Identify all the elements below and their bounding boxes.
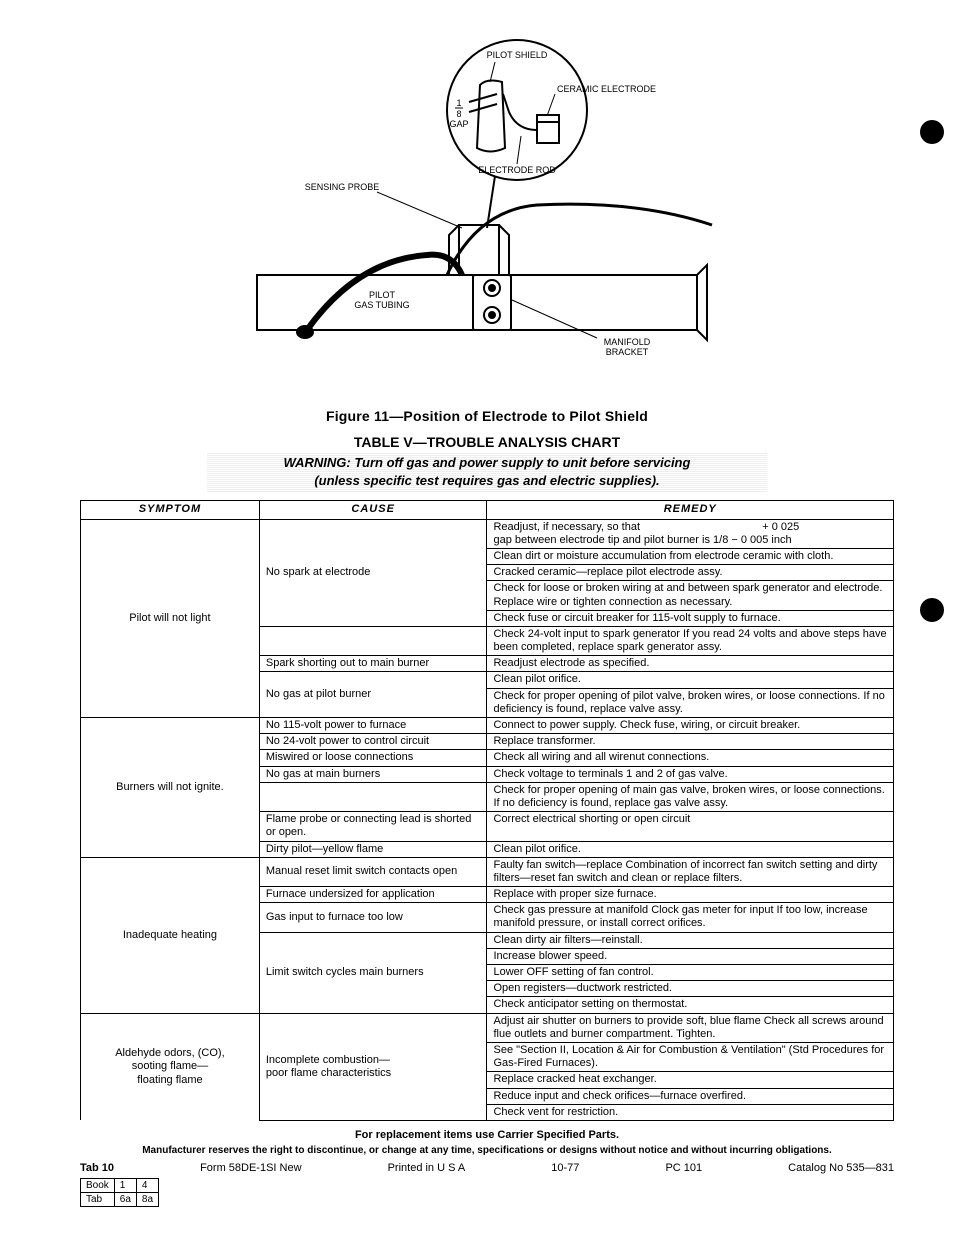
label-manifold-2: BRACKET xyxy=(606,347,649,357)
cause-cell: Miswired or loose connections xyxy=(259,750,487,766)
warning-line1: WARNING: Turn off gas and power supply t… xyxy=(284,455,691,470)
label-pilot-shield: PILOT SHIELD xyxy=(487,50,548,60)
book-table: Book 1 4 Tab 6a 8a xyxy=(80,1178,159,1207)
book-v2: 4 xyxy=(136,1178,158,1192)
disclaimer: Manufacturer reserves the right to disco… xyxy=(80,1145,894,1156)
remedy-cell: Readjust, if necessary, so that + 0 025 … xyxy=(487,519,894,548)
warning-box: WARNING: Turn off gas and power supply t… xyxy=(207,452,767,492)
remedy-cell: Correct electrical shorting or open circ… xyxy=(487,812,894,841)
figure-diagram: PILOT SHIELD CERAMIC ELECTRODE 1 8 GAP E… xyxy=(237,30,737,390)
label-pilot-gas-2: GAS TUBING xyxy=(354,300,409,310)
footer-catalog: Catalog No 535—831 xyxy=(788,1162,894,1174)
remedy-cell: Replace cracked heat exchanger. xyxy=(487,1072,894,1088)
cause-cell: No 115-volt power to furnace xyxy=(259,718,487,734)
label-pilot-gas-1: PILOT xyxy=(369,290,396,300)
footer-tab: Tab 10 xyxy=(80,1162,114,1174)
remedy-cell: Open registers—ductwork restricted. xyxy=(487,981,894,997)
table-title: TABLE V—TROUBLE ANALYSIS CHART xyxy=(80,434,894,450)
remedy-cell: Clean pilot orifice. xyxy=(487,841,894,857)
cause-cell: Spark shorting out to main burner xyxy=(259,656,487,672)
trouble-table: SYMPTOM CAUSE REMEDY Pilot will not ligh… xyxy=(80,500,894,1121)
col-symptom: SYMPTOM xyxy=(81,501,260,519)
symptom-cell: Pilot will not light xyxy=(81,519,260,717)
cause-cell: No 24-volt power to control circuit xyxy=(259,734,487,750)
label-gap-den: 8 xyxy=(456,109,461,119)
remedy-cell: Check for loose or broken wiring at and … xyxy=(487,581,894,610)
book-label: Book xyxy=(81,1178,115,1192)
cause-cell: No gas at pilot burner xyxy=(259,672,487,718)
replacement-note: For replacement items use Carrier Specif… xyxy=(80,1129,894,1141)
figure-caption: Figure 11—Position of Electrode to Pilot… xyxy=(80,408,894,424)
remedy-cell: See "Section II, Location & Air for Comb… xyxy=(487,1042,894,1071)
remedy-cell: Faulty fan switch—replace Combination of… xyxy=(487,857,894,886)
col-remedy: REMEDY xyxy=(487,501,894,519)
cause-cell: Manual reset limit switch contacts open xyxy=(259,857,487,886)
cause-cell: Flame probe or connecting lead is shorte… xyxy=(259,812,487,841)
book-v1: 1 xyxy=(114,1178,136,1192)
cause-cell: Gas input to furnace too low xyxy=(259,903,487,932)
remedy-cell: Check 24-volt input to spark generator I… xyxy=(487,626,894,655)
label-gap-word: GAP xyxy=(449,119,468,129)
remedy-cell: Reduce input and check orifices—furnace … xyxy=(487,1088,894,1104)
symptom-cell: Inadequate heating xyxy=(81,857,260,1013)
remedy-cell: Replace with proper size furnace. xyxy=(487,887,894,903)
cause-cell: Furnace undersized for application xyxy=(259,887,487,903)
remedy-cell: Replace transformer. xyxy=(487,734,894,750)
remedy-cell: Clean dirty air filters—reinstall. xyxy=(487,932,894,948)
cause-cell: Incomplete combustion— poor flame charac… xyxy=(259,1013,487,1120)
cause-cell xyxy=(259,626,487,655)
tab-label: Tab xyxy=(81,1192,115,1206)
label-manifold-1: MANIFOLD xyxy=(604,337,651,347)
remedy-cell: Adjust air shutter on burners to provide… xyxy=(487,1013,894,1042)
footer-row: Tab 10 Form 58DE-1SI New Printed in U S … xyxy=(80,1162,894,1174)
warning-line2: (unless specific test requires gas and e… xyxy=(314,473,659,488)
remedy-cell: Readjust electrode as specified. xyxy=(487,656,894,672)
tab-v1: 6a xyxy=(114,1192,136,1206)
label-gap-num: 1 xyxy=(456,98,461,108)
remedy-cell: Check fuse or circuit breaker for 115-vo… xyxy=(487,610,894,626)
remedy-cell: Check for proper opening of main gas val… xyxy=(487,782,894,811)
tab-v2: 8a xyxy=(136,1192,158,1206)
symptom-cell: Aldehyde odors, (CO), sooting flame— flo… xyxy=(81,1013,260,1120)
remedy-cell: Check for proper opening of pilot valve,… xyxy=(487,688,894,717)
footer-printed: Printed in U S A xyxy=(388,1162,466,1174)
col-cause: CAUSE xyxy=(259,501,487,519)
cause-cell: Limit switch cycles main burners xyxy=(259,932,487,1013)
remedy-cell: Check anticipator setting on thermostat. xyxy=(487,997,894,1013)
label-electrode-rod: ELECTRODE ROD xyxy=(478,165,556,175)
remedy-cell: Cracked ceramic—replace pilot electrode … xyxy=(487,565,894,581)
remedy-cell: Increase blower speed. xyxy=(487,948,894,964)
remedy-cell: Check vent for restriction. xyxy=(487,1104,894,1120)
cause-cell: Dirty pilot—yellow flame xyxy=(259,841,487,857)
label-ceramic-electrode-1: CERAMIC ELECTRODE xyxy=(557,84,656,94)
footer-form: Form 58DE-1SI New xyxy=(200,1162,301,1174)
label-sensing-probe: SENSING PROBE xyxy=(305,182,380,192)
remedy-cell: Check gas pressure at manifold Clock gas… xyxy=(487,903,894,932)
remedy-cell: Connect to power supply. Check fuse, wir… xyxy=(487,718,894,734)
remedy-cell: Check voltage to terminals 1 and 2 of ga… xyxy=(487,766,894,782)
remedy-cell: Clean pilot orifice. xyxy=(487,672,894,688)
remedy-cell: Check all wiring and all wirenut connect… xyxy=(487,750,894,766)
footer-pc: PC 101 xyxy=(665,1162,702,1174)
symptom-cell: Burners will not ignite. xyxy=(81,718,260,858)
footer-date: 10-77 xyxy=(551,1162,579,1174)
cause-cell: No spark at electrode xyxy=(259,519,487,626)
cause-cell xyxy=(259,782,487,811)
remedy-cell: Lower OFF setting of fan control. xyxy=(487,965,894,981)
remedy-cell: Clean dirt or moisture accumulation from… xyxy=(487,548,894,564)
cause-cell: No gas at main burners xyxy=(259,766,487,782)
